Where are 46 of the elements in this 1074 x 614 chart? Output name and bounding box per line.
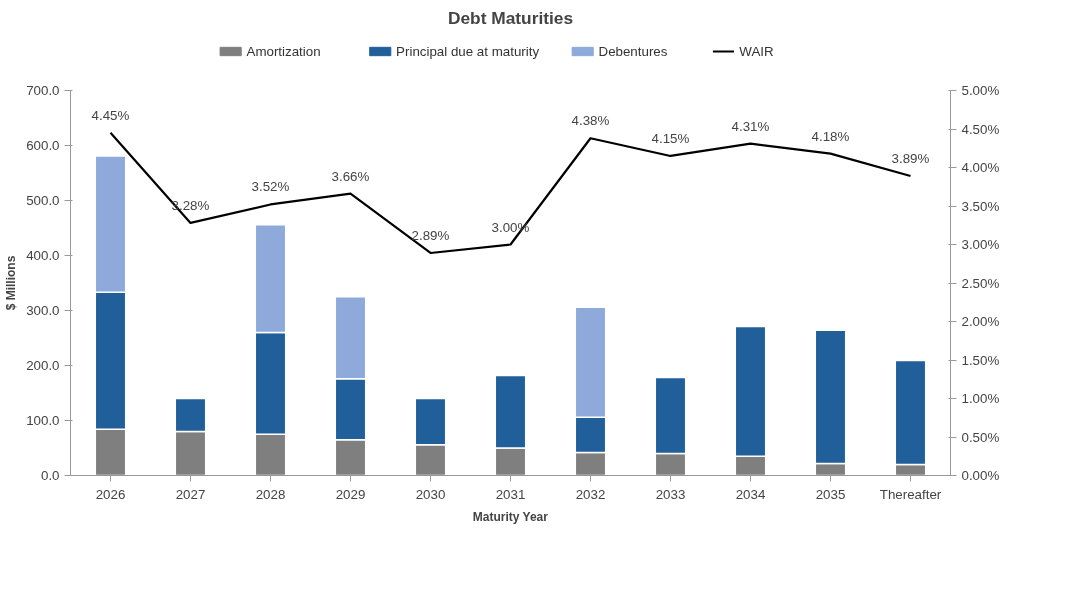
y2-tick-label: 4.50% — [961, 121, 1000, 137]
x-tick-label: Thereafter — [879, 486, 942, 502]
x-tick-label: 2034 — [735, 486, 766, 502]
data-label: 4.38% — [571, 113, 610, 129]
y-axis-title: $ Millions — [4, 255, 19, 311]
y2-tick-label: 2.50% — [961, 275, 1000, 291]
y-tick-label: 300.0 — [26, 303, 60, 318]
data-label: 4.31% — [731, 118, 770, 134]
y2-tick-label: 1.50% — [961, 352, 1000, 368]
x-tick-label: 2031 — [495, 486, 526, 502]
legend-label: Principal due at maturity — [396, 44, 540, 59]
x-tick-label: 2033 — [655, 486, 686, 502]
y2-tick-label: 3.50% — [961, 198, 1000, 214]
x-tick-label: 2035 — [815, 486, 846, 502]
y-tick-label: 400.0 — [26, 248, 60, 263]
data-label: 3.52% — [251, 179, 290, 195]
y2-tick-label: 0.00% — [961, 468, 1000, 483]
x-axis-title: Maturity Year — [472, 509, 549, 524]
y-tick-label: 200.0 — [26, 358, 60, 373]
data-label: 2.89% — [411, 227, 450, 243]
y2-tick-label: 2.00% — [961, 314, 1000, 329]
legend-label: WAIR — [739, 44, 774, 59]
legend-label: Amortization — [246, 44, 321, 59]
y-tick-label: 0.0 — [40, 468, 60, 483]
y-tick-label: 700.0 — [26, 83, 60, 98]
x-tick-label: 2027 — [175, 486, 206, 502]
y-tick-label: 600.0 — [26, 138, 60, 153]
y2-tick-label: 0.50% — [961, 429, 1000, 445]
y-tick-label: 100.0 — [26, 413, 60, 428]
y-tick-label: 500.0 — [26, 193, 60, 208]
data-label: 4.18% — [811, 128, 850, 144]
x-tick-label: 2032 — [575, 486, 606, 502]
data-label: 3.89% — [891, 150, 930, 166]
x-tick-label: 2026 — [95, 486, 126, 502]
chart-title: Debt Maturities — [447, 7, 574, 28]
y2-tick-label: 5.00% — [961, 83, 1000, 98]
y2-tick-label: 1.00% — [961, 391, 1000, 406]
data-label: 4.45% — [91, 107, 130, 123]
x-tick-label: 2030 — [415, 486, 446, 502]
data-label: 3.66% — [331, 168, 370, 184]
x-tick-label: 2029 — [335, 486, 366, 502]
legend-label: Debentures — [598, 44, 668, 59]
y2-tick-label: 3.00% — [961, 237, 1000, 252]
x-tick-label: 2028 — [255, 486, 286, 502]
data-label: 4.15% — [651, 130, 690, 146]
y2-tick-label: 4.00% — [961, 160, 1000, 175]
